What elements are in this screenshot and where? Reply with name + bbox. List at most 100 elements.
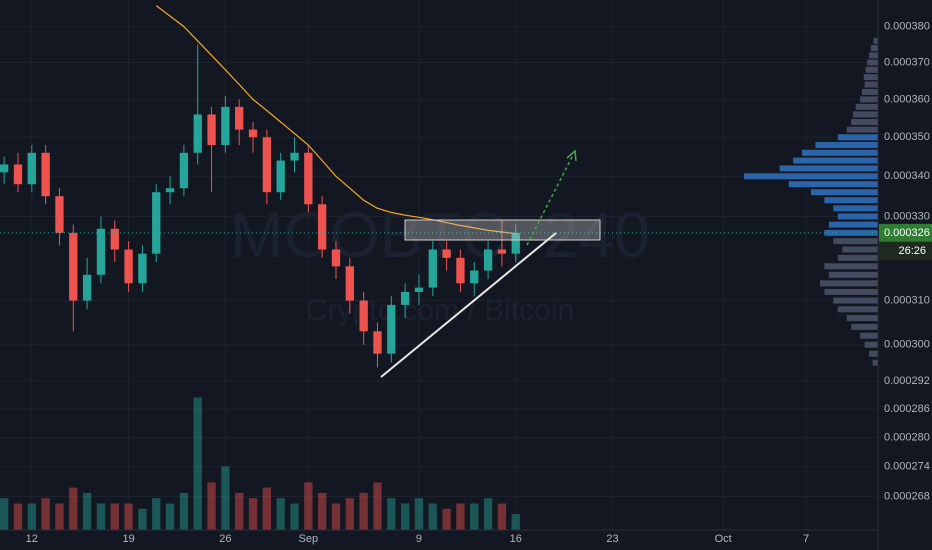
plot (0, 5, 878, 530)
candle-body (470, 270, 479, 284)
x-tick-label: 19 (122, 533, 134, 545)
volume-bar (497, 503, 507, 530)
volume-profile-bar (810, 189, 878, 196)
resistance-zone (404, 219, 601, 241)
volume-bar (179, 492, 189, 530)
volume-profile-bar (824, 288, 878, 295)
y-tick-label: 0.000370 (884, 56, 930, 68)
volume-profile-bar (837, 254, 878, 261)
x-tick-label: 16 (510, 533, 522, 545)
volume-bar (359, 492, 368, 530)
candle-body (428, 249, 437, 288)
candle-body (318, 204, 327, 250)
volume-profile-bar (863, 74, 878, 81)
volume-profile-bar (861, 88, 878, 95)
candle-body (55, 196, 64, 233)
y-tick-label: 0.000292 (884, 375, 930, 387)
volume-profile-bar (788, 181, 878, 188)
volume-bar (248, 498, 258, 530)
candle-body (82, 274, 92, 301)
candle-body (152, 192, 161, 254)
volume-profile-bar (867, 59, 878, 66)
candle-body (165, 188, 175, 193)
y-tick-label: 0.000268 (884, 490, 930, 502)
volume-bar (235, 492, 244, 530)
y-tick-label: 0.000340 (884, 170, 930, 182)
volume-bar (373, 482, 382, 530)
volume-bar (318, 492, 327, 530)
watermark: MCOBTC, 240 (230, 199, 650, 271)
volume-profile-bar (833, 238, 878, 245)
candle-body (138, 253, 147, 284)
countdown-label: 26:26 (898, 245, 926, 257)
candle-body (331, 249, 341, 267)
volume-bar (0, 498, 9, 530)
candle-body (400, 291, 410, 305)
volume-bar (345, 498, 354, 530)
y-tick-label: 0.000286 (884, 403, 930, 415)
volume-bar (152, 498, 161, 530)
y-tick-label: 0.000280 (884, 431, 930, 443)
volume-bar (221, 466, 230, 530)
candle-body (442, 249, 451, 258)
volume-profile-bar (869, 350, 878, 357)
volume-bar (470, 503, 479, 530)
volume-bar (165, 503, 175, 530)
volume-profile-bar (828, 221, 878, 228)
volume-profile-bar (837, 213, 878, 220)
volume-bar (262, 487, 272, 530)
candle-body (27, 152, 36, 185)
x-tick-label: 23 (606, 533, 618, 545)
volume-bar (276, 498, 285, 530)
volume-profile-bar (833, 297, 878, 304)
volume-profile-bar (824, 197, 878, 204)
candle-body (193, 114, 202, 153)
candle-body (207, 114, 216, 146)
target-arrow (526, 154, 574, 246)
volume-profile-bar (743, 173, 878, 180)
volume-bar (331, 503, 341, 530)
volume-bar (110, 503, 119, 530)
volume-profile-bar (802, 149, 878, 156)
candle-body (290, 152, 299, 161)
volume-bar (483, 498, 493, 530)
candle-body (0, 164, 9, 173)
candle-body (248, 129, 258, 138)
candle-body (497, 249, 507, 254)
candle-body (124, 249, 133, 284)
volume-profile-bar (870, 45, 878, 52)
x-tick-label: 12 (26, 533, 38, 545)
candle-body (456, 257, 465, 284)
volume-profile-bar (779, 165, 878, 172)
volume-profile-bar (865, 66, 878, 73)
y-tick-label: 0.000310 (884, 294, 930, 306)
volume-bar (13, 503, 23, 530)
candle-body (110, 228, 119, 250)
volume-bar (82, 492, 92, 530)
volume-profile-bar (828, 271, 878, 278)
y-tick-label: 0.000330 (884, 210, 930, 222)
x-tick-label: 7 (803, 533, 809, 545)
volume-bar (442, 508, 451, 530)
volume-profile-bar (860, 96, 878, 103)
y-tick-label: 0.000274 (884, 461, 930, 473)
arrow-head (566, 149, 577, 162)
trend-line (380, 232, 557, 378)
volume-profile-bar (837, 306, 878, 313)
volume-profile-bar (846, 315, 878, 322)
volume-profile-bar (842, 246, 878, 253)
current-price-label: 0.000326 (884, 227, 930, 239)
volume-profile-bar (872, 359, 878, 366)
volume-bar (207, 482, 216, 530)
candle-body (511, 232, 520, 254)
candle-body (304, 152, 313, 205)
axes: 0.000380 0.000370 0.000360 0.000350 0.000340… (26, 21, 932, 545)
candle-body (373, 331, 382, 354)
volume-profile-bar (873, 37, 878, 44)
volume-bar (96, 503, 106, 530)
volume-bar (511, 514, 520, 530)
y-tick-label: 0.000360 (884, 93, 930, 105)
